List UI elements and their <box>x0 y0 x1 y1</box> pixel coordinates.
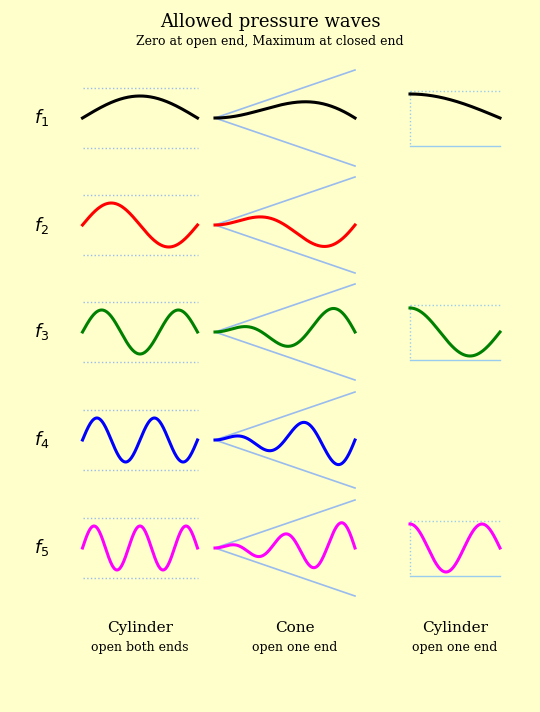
Text: open one end: open one end <box>413 642 498 654</box>
Text: $f_3$: $f_3$ <box>35 322 50 342</box>
Text: $f_2$: $f_2$ <box>35 214 50 236</box>
Text: Allowed pressure waves: Allowed pressure waves <box>160 13 380 31</box>
Text: Cylinder: Cylinder <box>107 621 173 635</box>
Text: $f_5$: $f_5$ <box>35 538 50 558</box>
Text: $f_4$: $f_4$ <box>34 429 50 451</box>
Text: $f_1$: $f_1$ <box>35 108 50 128</box>
Text: open one end: open one end <box>252 642 338 654</box>
Text: Cylinder: Cylinder <box>422 621 488 635</box>
Text: open both ends: open both ends <box>91 642 189 654</box>
Text: Zero at open end, Maximum at closed end: Zero at open end, Maximum at closed end <box>136 36 404 48</box>
Text: Cone: Cone <box>275 621 315 635</box>
